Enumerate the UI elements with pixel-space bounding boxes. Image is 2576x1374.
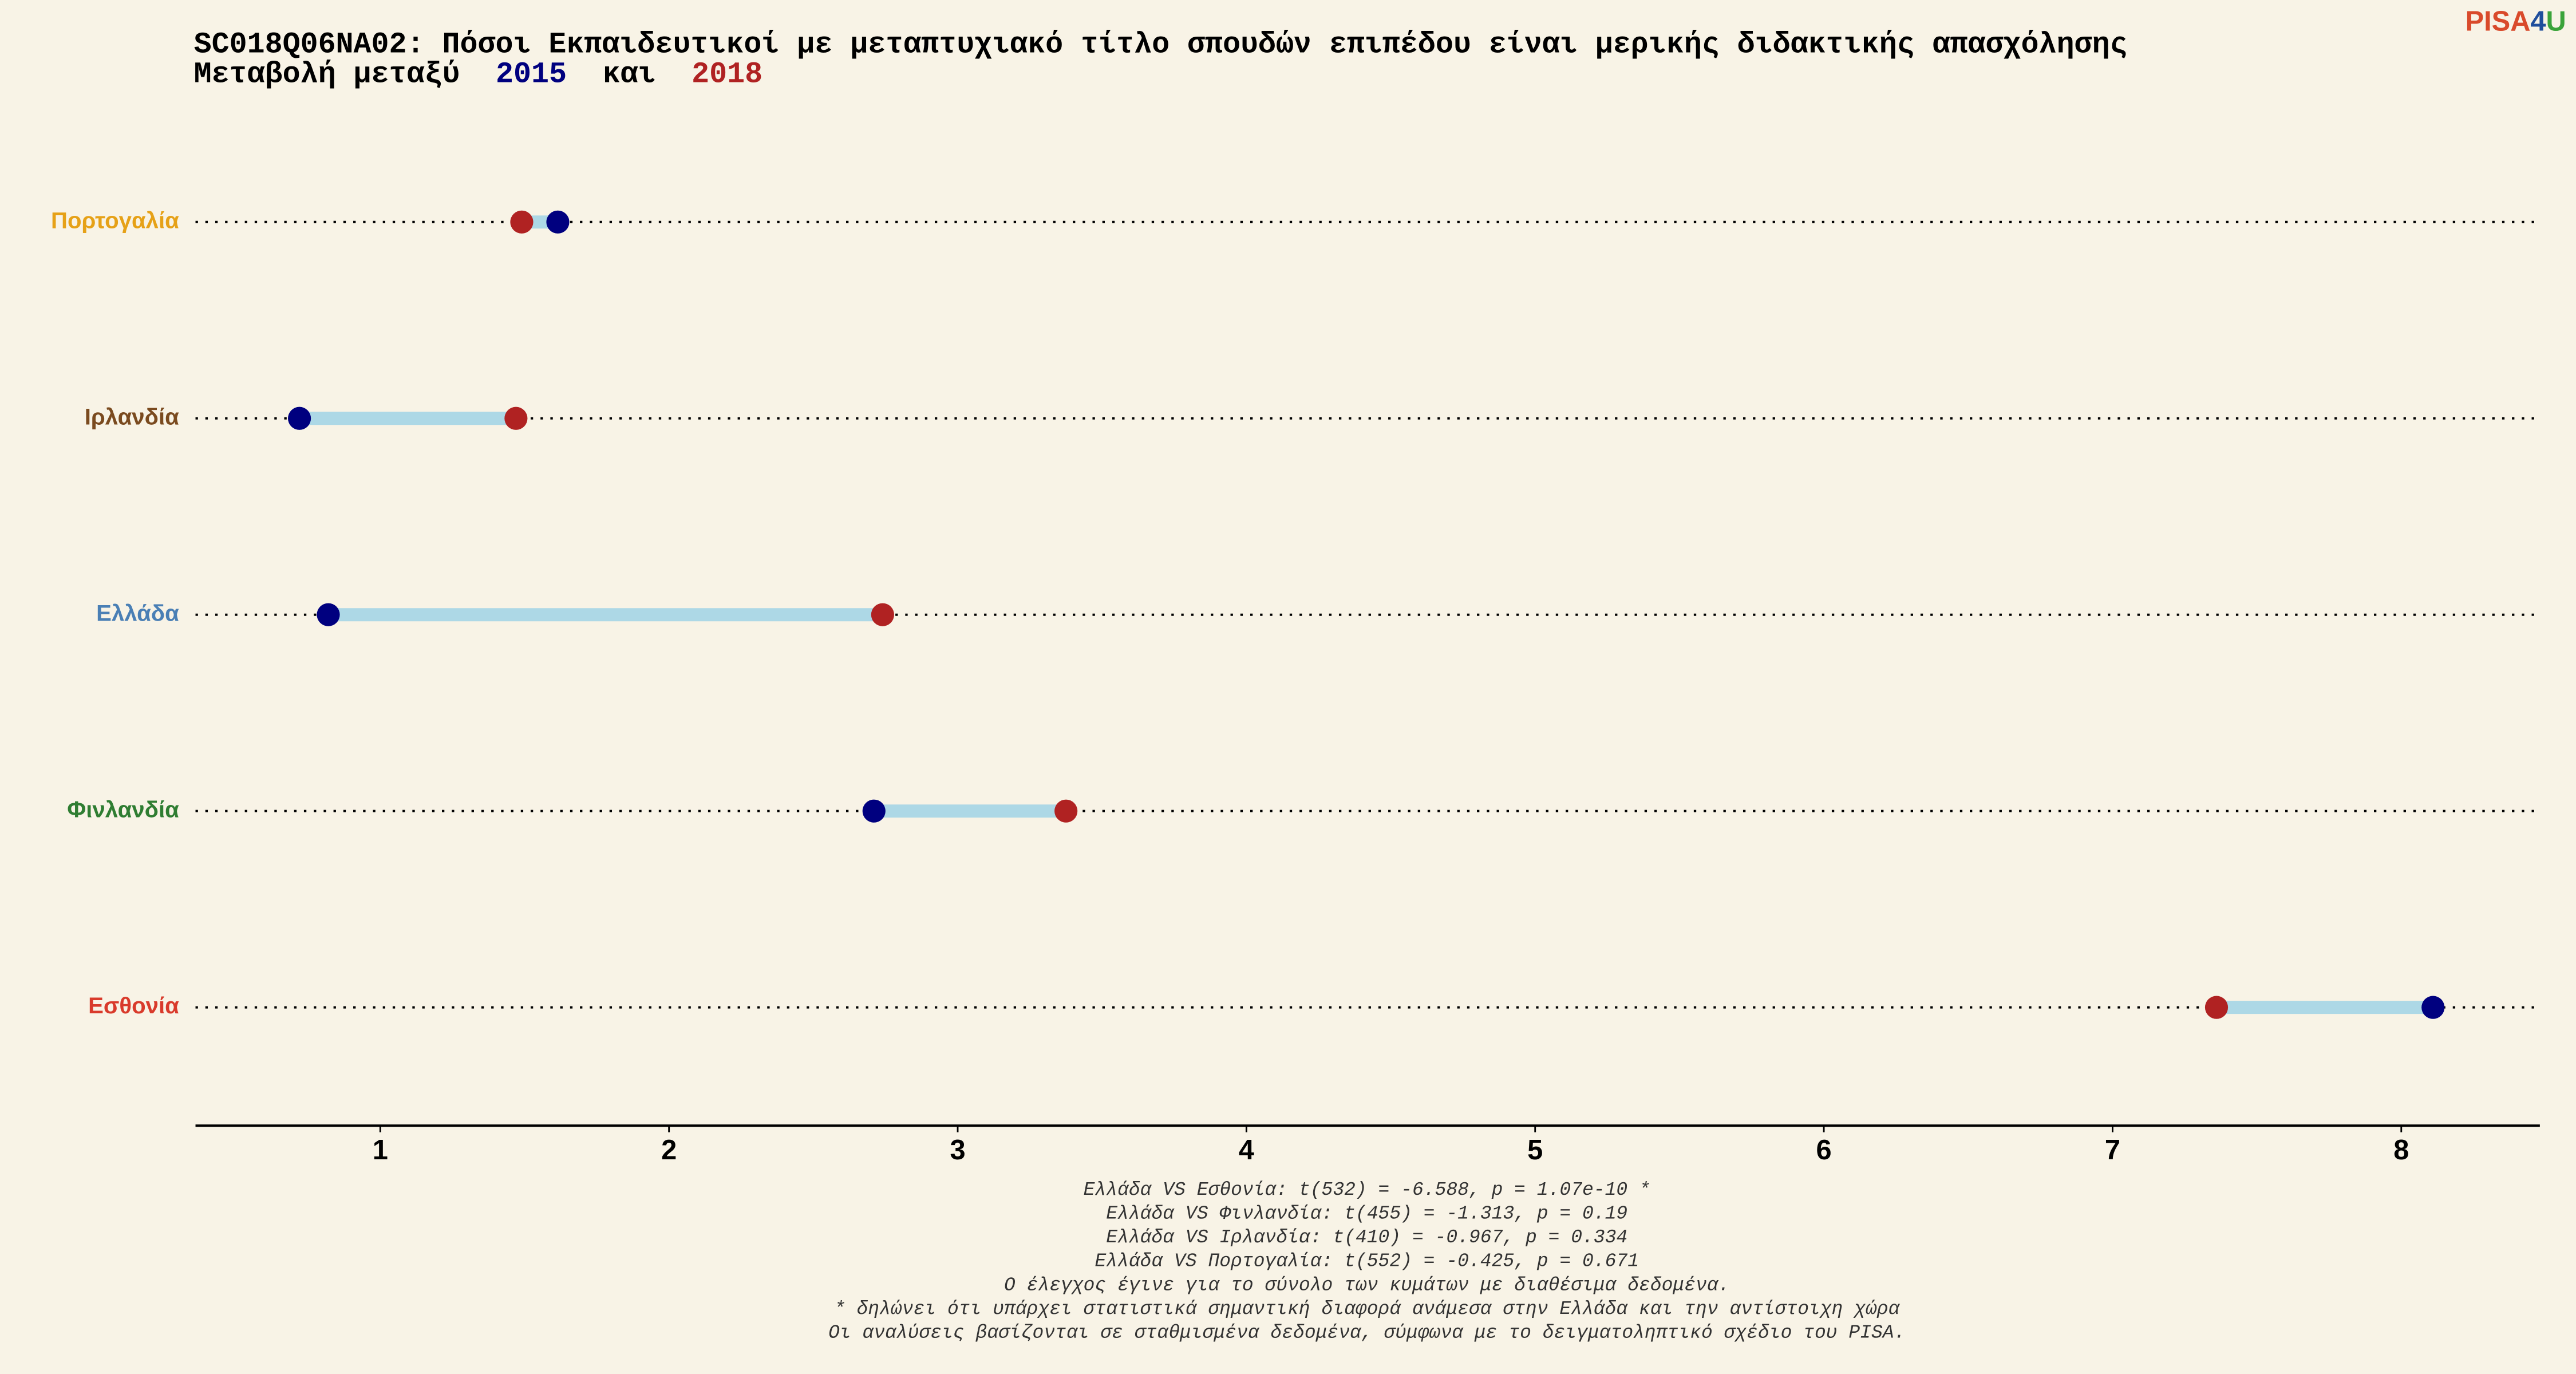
x-tick-label: 7 — [2105, 1135, 2120, 1166]
logo-part: 4 — [2530, 6, 2546, 37]
dot — [2204, 996, 2229, 1019]
chart-subtitle: Μεταβολή μεταξύ 2015 και 2018 — [194, 57, 762, 91]
footnote: Ελλάδα VS Εσθονία: t(532) = -6.588, p = … — [1084, 1179, 1650, 1201]
category-label: Ιρλανδία — [85, 404, 179, 429]
dot — [510, 210, 534, 234]
category-label: Εσθονία — [88, 993, 179, 1018]
x-tick-label: 6 — [1816, 1135, 1832, 1166]
dot — [2421, 996, 2445, 1019]
subtitle-joiner: και — [603, 57, 656, 91]
dot — [862, 799, 886, 823]
x-tick-label: 3 — [950, 1135, 965, 1166]
x-tick-label: 8 — [2393, 1135, 2409, 1166]
footnote: Ο έλεγχος έγινε για το σύνολο των κυμάτω… — [1004, 1274, 1729, 1296]
category-label: Ελλάδα — [96, 600, 179, 626]
dot — [871, 603, 894, 626]
footnote: * δηλώνει ότι υπάρχει στατιστικά σημαντι… — [834, 1298, 1901, 1320]
footnote: Ελλάδα VS Ιρλανδία: t(410) = -0.967, p =… — [1106, 1227, 1627, 1248]
subtitle-year: 2018 — [692, 57, 762, 91]
category-label: Πορτογαλία — [51, 207, 179, 233]
footnote: Οι αναλύσεις βασίζονται σε σταθμισμένα δ… — [828, 1322, 1905, 1344]
x-tick-label: 4 — [1239, 1135, 1254, 1166]
dot — [546, 210, 570, 234]
subtitle-prefix: Μεταβολή μεταξύ — [194, 57, 460, 91]
dot — [287, 406, 311, 430]
footnote: Ελλάδα VS Πορτογαλία: t(552) = -0.425, p… — [1095, 1251, 1639, 1272]
chart-title: SC018Q06NA02: Πόσοι Εκπαιδευτικοί με μετ… — [194, 28, 2128, 62]
logo-part: PISA — [2466, 6, 2531, 37]
x-tick-label: 1 — [373, 1135, 388, 1166]
dot — [1054, 799, 1078, 823]
dot — [504, 406, 528, 430]
footnote: Ελλάδα VS Φινλανδία: t(455) = -1.313, p … — [1106, 1203, 1627, 1225]
x-tick-label: 5 — [1527, 1135, 1543, 1166]
logo-part: U — [2546, 6, 2566, 37]
category-label: Φινλανδία — [67, 796, 179, 822]
logo: PISA4U — [2466, 6, 2566, 37]
x-tick-label: 2 — [661, 1135, 677, 1166]
dot — [317, 603, 340, 626]
subtitle-year: 2015 — [496, 57, 567, 91]
